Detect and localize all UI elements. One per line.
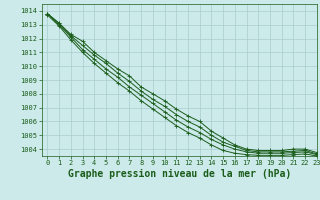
X-axis label: Graphe pression niveau de la mer (hPa): Graphe pression niveau de la mer (hPa) [68, 169, 291, 179]
